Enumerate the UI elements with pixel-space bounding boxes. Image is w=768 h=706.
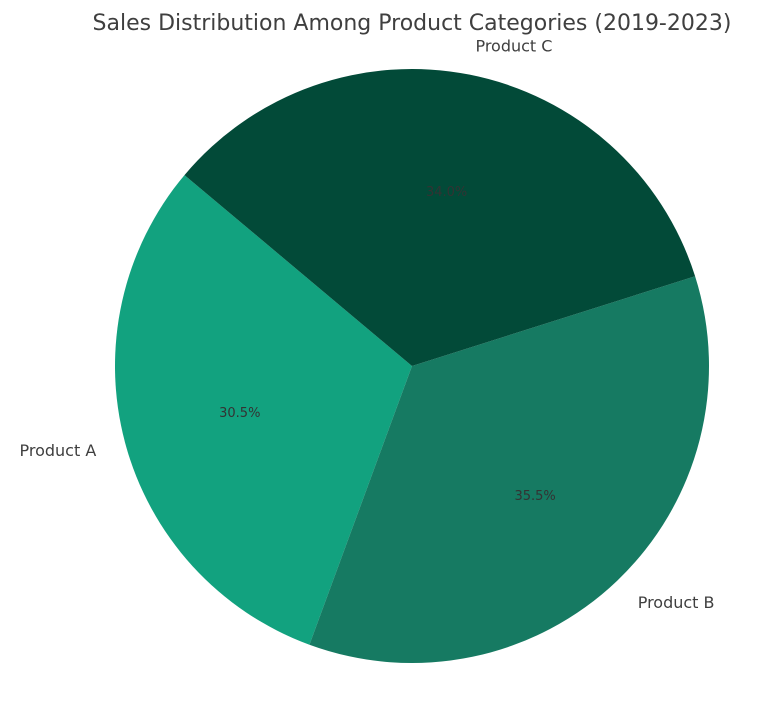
pie-slices: [114, 68, 710, 663]
pie-slice-product-a: [114, 175, 412, 645]
chart-title: Sales Distribution Among Product Categor…: [93, 11, 732, 36]
category-label: Product A: [20, 441, 97, 460]
category-label: Product B: [638, 593, 715, 612]
pie-slice-product-b: [309, 276, 710, 663]
category-labels: Product A Product B Product C: [20, 37, 715, 613]
percent-label: 30.5%: [219, 406, 260, 421]
percent-label: 35.5%: [514, 489, 555, 504]
pie-slice-product-c: [184, 68, 696, 366]
percent-labels: 30.5% 35.5% 34.0%: [219, 185, 556, 504]
category-label: Product C: [475, 37, 552, 56]
percent-label: 34.0%: [426, 185, 467, 200]
